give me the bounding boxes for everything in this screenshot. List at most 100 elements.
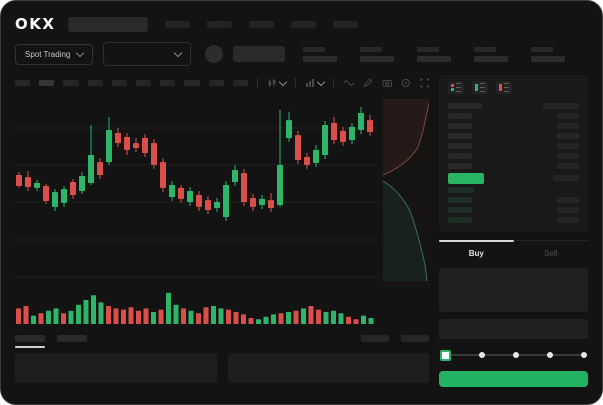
ask-price-bar [448,133,472,139]
timeframe-pill[interactable] [232,80,248,86]
amount-field[interactable] [439,319,588,339]
volume-chart [16,292,374,324]
bid-row[interactable] [448,205,579,215]
timeframe-pill[interactable] [63,80,79,86]
bottom-tab[interactable] [57,334,87,342]
buy-submit-button[interactable] [439,371,588,387]
fullscreen-icon[interactable] [419,78,429,88]
orderbook-view-all-icon[interactable] [448,81,464,94]
chevron-down-icon [174,48,183,58]
timeframe-pill-active[interactable] [39,80,55,86]
bid-amount-bar [557,207,579,213]
timeframe-pill[interactable] [111,80,127,86]
bottom-tab-control[interactable] [361,334,389,342]
depth-ask-line [382,102,430,176]
bid-amount-bar [557,197,579,203]
slider-stop[interactable] [581,352,587,358]
slider-stop[interactable] [547,352,553,358]
ask-amount-bar [557,163,579,169]
ask-row[interactable] [448,121,579,131]
order-side-tabs: Buy Sell [439,239,588,262]
slider-stop[interactable] [513,352,519,358]
stat-group [474,46,509,62]
bid-price-bar [448,217,472,223]
bid-price-bar [448,197,472,203]
ask-amount-bar [557,123,579,129]
ask-price-bar [448,163,472,169]
instrument-header: Spot Trading [15,39,588,69]
pair-name-placeholder [233,46,286,62]
okx-logo: OKX [15,15,56,33]
indicators-dropdown[interactable] [305,77,326,88]
ask-amount-bar [557,153,579,159]
chevron-down-icon [316,77,326,87]
ask-amount-bar [543,103,579,109]
ask-row[interactable] [448,111,579,121]
pair-selector-dropdown[interactable] [103,42,192,66]
stat-group [531,46,566,62]
bottom-tab-control[interactable] [401,334,429,342]
bid-row[interactable] [448,215,579,225]
bottom-info-panel [15,353,429,383]
timeframe-pill[interactable] [15,80,31,86]
depth-bid-line [382,180,428,282]
chevron-down-icon [278,77,288,87]
bottom-tab-active[interactable] [15,334,45,348]
orderbook-view-bids-icon[interactable] [472,81,488,94]
ticker-stats [303,46,566,62]
toolbar-separator [332,78,334,88]
bids-list [448,185,579,225]
camera-icon[interactable] [382,78,392,88]
timeframe-pill[interactable] [160,80,176,86]
stat-group [417,46,452,62]
nav-item[interactable] [165,20,191,28]
tab-buy[interactable]: Buy [468,249,484,258]
active-tab-indicator [439,239,514,242]
indicators-icon [305,79,314,87]
bid-row[interactable] [448,195,579,205]
timeframe-pill[interactable] [87,80,103,86]
line-style-icon[interactable] [343,78,354,88]
nav-item[interactable] [249,20,275,28]
toolbar-separator [256,78,258,88]
search-input[interactable] [68,16,149,32]
bottom-panel-block [15,353,217,383]
nav-item[interactable] [333,20,359,28]
price-field[interactable] [439,268,588,312]
bid-amount-bar [557,217,579,223]
tab-sell[interactable]: Sell [544,249,558,258]
bottom-panel-block [227,353,429,383]
ask-price-bar [448,143,472,149]
slider-handle[interactable] [440,349,451,361]
last-price-bar [448,172,484,184]
draw-pencil-icon[interactable] [363,78,373,88]
slider-stop[interactable] [479,352,485,358]
ask-row[interactable] [448,141,579,151]
ask-row[interactable] [448,151,579,161]
nav-item[interactable] [291,20,317,28]
ask-row[interactable] [448,131,579,141]
ask-amount-bar [557,113,579,119]
timeframe-pill[interactable] [208,80,224,86]
bid-price-bar [448,187,474,193]
nav-item[interactable] [207,20,233,28]
timeframe-pill[interactable] [184,80,200,86]
bid-price-bar [448,207,472,213]
last-amount-bar [553,175,579,181]
last-price-row[interactable] [448,171,579,185]
ask-row[interactable] [448,101,579,111]
chevron-down-icon [76,48,85,58]
clock-icon[interactable] [401,78,410,88]
price-chart[interactable] [15,95,430,285]
market-type-dropdown[interactable]: Spot Trading [15,43,94,65]
bid-row[interactable] [448,185,579,195]
timeframe-pill[interactable] [135,80,152,86]
stat-group [303,46,338,62]
ask-price-bar [448,113,472,119]
ask-row[interactable] [448,161,579,171]
amount-slider[interactable] [440,348,587,362]
top-nav [165,20,359,28]
orderbook-view-asks-icon[interactable] [496,81,512,94]
candle-type-dropdown[interactable] [267,77,288,88]
